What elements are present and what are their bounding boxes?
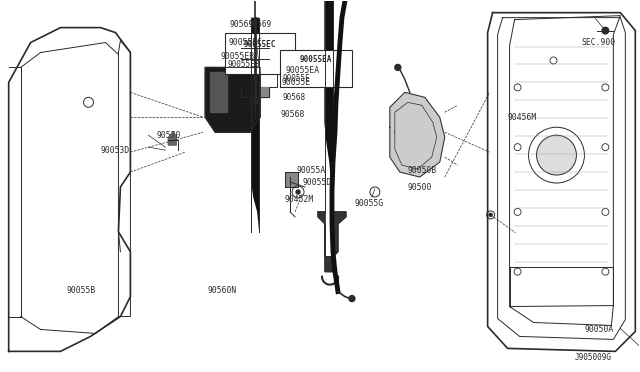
Text: 90053D: 90053D <box>100 145 130 155</box>
Text: 90055EA: 90055EA <box>300 55 332 64</box>
Circle shape <box>370 187 380 197</box>
Polygon shape <box>251 17 259 232</box>
Circle shape <box>395 64 401 70</box>
Polygon shape <box>390 92 445 177</box>
Polygon shape <box>210 73 227 112</box>
Text: 90055E: 90055E <box>282 74 310 83</box>
Text: 90055EA: 90055EA <box>285 66 319 75</box>
Text: 90055EB: 90055EB <box>220 52 254 61</box>
Text: 90055G: 90055G <box>355 199 384 208</box>
Circle shape <box>602 26 609 35</box>
Circle shape <box>296 190 300 194</box>
Circle shape <box>349 296 355 302</box>
Text: 90456M: 90456M <box>508 113 537 122</box>
Text: J905009G: J905009G <box>575 353 611 362</box>
Text: 90570: 90570 <box>156 131 180 140</box>
Circle shape <box>292 186 304 198</box>
Text: 90050B: 90050B <box>408 166 437 174</box>
FancyBboxPatch shape <box>233 33 277 87</box>
Text: 90568: 90568 <box>280 110 305 119</box>
Polygon shape <box>325 1 333 212</box>
Text: 90568: 90568 <box>282 93 305 102</box>
Polygon shape <box>318 212 346 272</box>
Text: 90560N: 90560N <box>207 286 237 295</box>
Text: 90452M: 90452M <box>284 195 314 205</box>
Text: 90055A: 90055A <box>296 166 325 174</box>
Text: 90500: 90500 <box>408 183 432 192</box>
Text: 90055EC: 90055EC <box>244 40 276 49</box>
Circle shape <box>486 211 495 219</box>
FancyBboxPatch shape <box>280 49 352 87</box>
Circle shape <box>536 135 577 175</box>
Polygon shape <box>285 172 298 187</box>
Polygon shape <box>241 87 269 97</box>
Polygon shape <box>205 67 260 132</box>
Text: 90055B: 90055B <box>67 286 96 295</box>
Text: SEC.900: SEC.900 <box>581 38 616 47</box>
Text: 90569: 90569 <box>230 20 254 29</box>
Text: 90050A: 90050A <box>584 325 614 334</box>
Text: 90055EB: 90055EB <box>227 60 260 69</box>
Text: 90055EC: 90055EC <box>228 38 262 47</box>
Polygon shape <box>168 132 176 145</box>
Circle shape <box>489 214 492 217</box>
Text: 90569: 90569 <box>248 20 272 29</box>
Text: 90055E: 90055E <box>281 78 310 87</box>
FancyBboxPatch shape <box>225 33 295 74</box>
Text: 90055D: 90055D <box>302 177 332 186</box>
